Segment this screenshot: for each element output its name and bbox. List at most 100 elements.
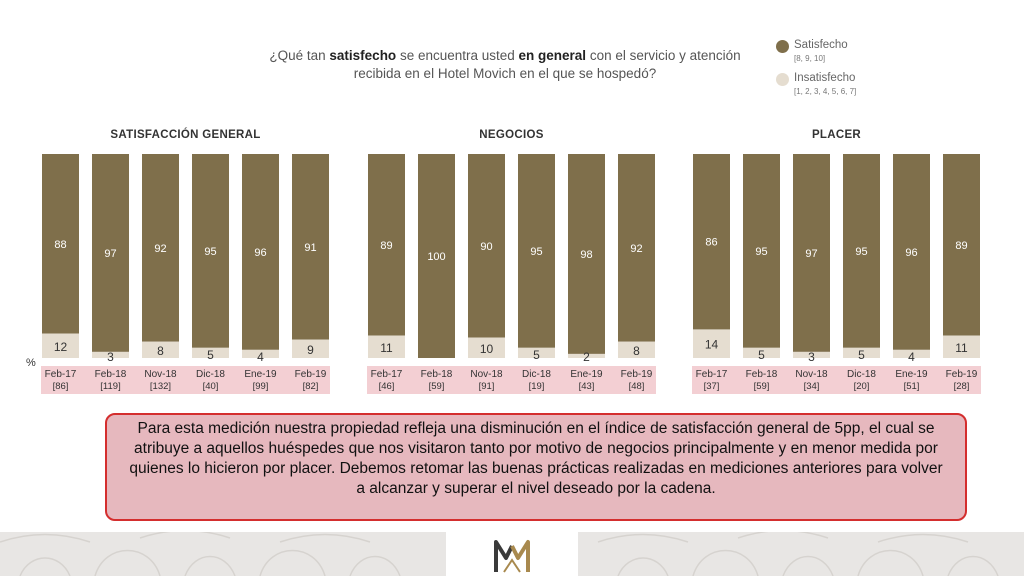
base-size-label: [119] xyxy=(100,381,120,392)
data-label-satisfied: 86 xyxy=(705,237,717,249)
data-label-dissatisfied: 9 xyxy=(307,343,314,357)
data-label-dissatisfied: 2 xyxy=(583,350,590,364)
data-label-dissatisfied: 5 xyxy=(207,348,214,362)
survey-question: ¿Qué tan satisfecho se encuentra usted e… xyxy=(269,48,741,81)
category-label: Ene-19 xyxy=(244,369,277,380)
base-size-label: [34] xyxy=(804,381,820,392)
bar-satisfied xyxy=(142,154,179,342)
bar-dissatisfied xyxy=(42,333,79,358)
category-label: Feb-19 xyxy=(295,369,327,380)
bar-dissatisfied xyxy=(368,335,405,358)
bar-dissatisfied xyxy=(142,341,179,358)
data-label-dissatisfied: 4 xyxy=(908,350,915,364)
base-size-label: [43] xyxy=(579,381,595,392)
base-size-label: [37] xyxy=(704,381,720,392)
bar-satisfied xyxy=(743,154,780,348)
bar-dissatisfied xyxy=(943,335,980,358)
bar-dissatisfied xyxy=(92,351,129,358)
panel-title: NEGOCIOS xyxy=(479,129,543,141)
data-label-satisfied: 95 xyxy=(530,246,542,258)
footer-band xyxy=(0,532,1024,576)
legend-range-dissatisfied: [1, 2, 3, 4, 5, 6, 7] xyxy=(794,87,857,96)
base-size-label: [51] xyxy=(904,381,920,392)
data-label-satisfied: 97 xyxy=(805,248,817,260)
satisfaction-charts: SATISFACCIÓN GENERAL8812Feb-17[86]973Feb… xyxy=(26,128,981,394)
data-label-satisfied: 89 xyxy=(380,240,392,252)
base-size-label: [20] xyxy=(854,381,870,392)
category-label: Feb-17 xyxy=(45,369,77,380)
data-label-satisfied: 92 xyxy=(154,243,166,255)
data-label-dissatisfied: 3 xyxy=(808,350,815,364)
data-label-dissatisfied: 5 xyxy=(533,348,540,362)
data-label-dissatisfied: 8 xyxy=(633,344,640,358)
data-label-satisfied: 95 xyxy=(855,246,867,258)
category-label: Dic-18 xyxy=(847,369,876,380)
bar-dissatisfied xyxy=(843,347,880,358)
legend-range-satisfied: [8, 9, 10] xyxy=(794,54,826,63)
base-size-label: [99] xyxy=(253,381,269,392)
category-label: Feb-17 xyxy=(696,369,728,380)
data-label-satisfied: 96 xyxy=(905,247,917,259)
bar-dissatisfied xyxy=(893,349,930,358)
legend-swatch-dissatisfied xyxy=(776,73,789,86)
base-size-label: [132] xyxy=(150,381,171,392)
data-label-dissatisfied: 5 xyxy=(758,348,765,362)
legend-swatch-satisfied xyxy=(776,40,789,53)
data-label-dissatisfied: 10 xyxy=(480,342,494,356)
data-label-dissatisfied: 3 xyxy=(107,350,114,364)
data-label-satisfied: 98 xyxy=(580,249,592,261)
bar-dissatisfied xyxy=(693,329,730,358)
base-size-label: [86] xyxy=(53,381,69,392)
bar-satisfied xyxy=(468,154,505,338)
data-label-dissatisfied: 12 xyxy=(54,340,68,354)
legend-label-dissatisfied: Insatisfecho xyxy=(794,72,856,84)
logo-backdrop xyxy=(446,532,578,576)
percent-symbol: % xyxy=(26,357,36,369)
category-label: Feb-18 xyxy=(421,369,453,380)
bar-satisfied xyxy=(943,154,980,336)
category-label: Feb-18 xyxy=(746,369,778,380)
category-band xyxy=(692,366,981,394)
bar-satisfied xyxy=(292,154,329,340)
legend-label-satisfied: Satisfecho xyxy=(794,39,848,51)
movich-logo-icon xyxy=(494,540,530,573)
data-label-satisfied: 96 xyxy=(254,247,266,259)
question-emphasis-general: en general xyxy=(518,48,587,63)
data-label-satisfied: 90 xyxy=(480,241,492,253)
bar-satisfied xyxy=(92,154,129,352)
category-label: Dic-18 xyxy=(522,369,551,380)
base-size-label: [28] xyxy=(954,381,970,392)
data-label-dissatisfied: 8 xyxy=(157,344,164,358)
category-label: Feb-19 xyxy=(946,369,978,380)
bar-dissatisfied xyxy=(292,339,329,358)
data-label-dissatisfied: 11 xyxy=(380,341,393,355)
bar-dissatisfied xyxy=(793,351,830,358)
base-size-label: [59] xyxy=(754,381,770,392)
data-label-satisfied: 100 xyxy=(427,251,445,263)
bar-satisfied xyxy=(368,154,405,336)
bar-satisfied xyxy=(418,154,455,358)
bar-satisfied xyxy=(618,154,655,342)
base-size-label: [91] xyxy=(479,381,495,392)
data-label-satisfied: 95 xyxy=(755,246,767,258)
base-size-label: [19] xyxy=(529,381,545,392)
data-label-satisfied: 88 xyxy=(54,239,66,251)
bar-dissatisfied xyxy=(743,347,780,358)
bar-dissatisfied xyxy=(518,347,555,358)
bar-dissatisfied xyxy=(468,337,505,358)
bar-satisfied xyxy=(192,154,229,348)
panel-title: SATISFACCIÓN GENERAL xyxy=(110,128,260,141)
bar-dissatisfied xyxy=(568,353,605,358)
data-label-satisfied: 91 xyxy=(304,242,316,254)
bar-dissatisfied xyxy=(242,349,279,358)
base-size-label: [82] xyxy=(303,381,319,392)
category-band xyxy=(41,366,330,394)
bar-dissatisfied xyxy=(192,347,229,358)
category-label: Ene-19 xyxy=(570,369,603,380)
base-size-label: [59] xyxy=(429,381,445,392)
category-label: Nov-18 xyxy=(144,369,177,380)
category-label: Feb-18 xyxy=(95,369,127,380)
data-label-dissatisfied: 14 xyxy=(705,338,719,352)
bar-satisfied xyxy=(242,154,279,350)
bar-satisfied xyxy=(843,154,880,348)
